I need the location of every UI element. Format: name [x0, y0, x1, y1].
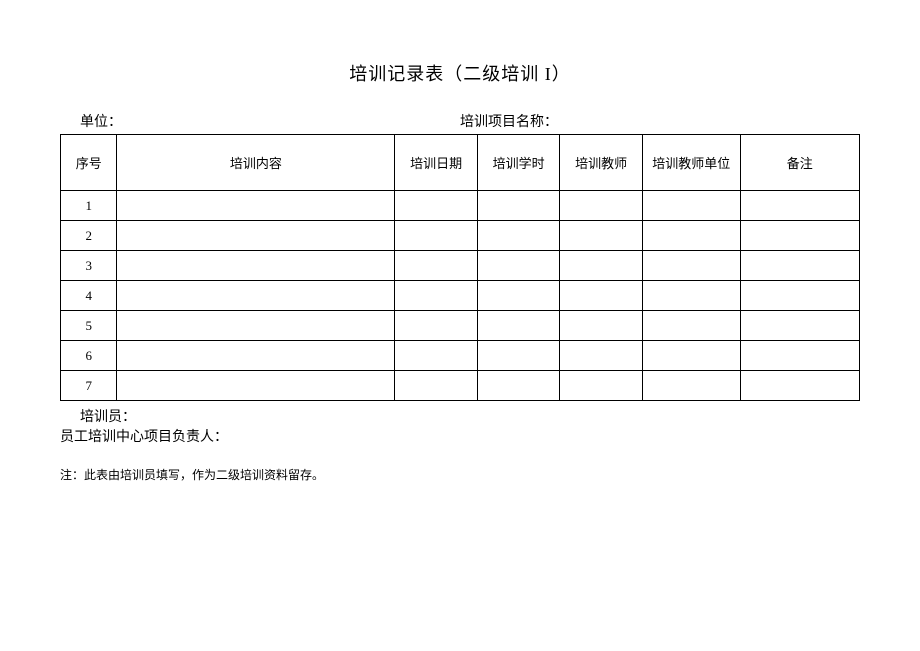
cell-date	[395, 311, 478, 341]
table-row: 3	[61, 251, 860, 281]
cell-teacher	[560, 371, 643, 401]
cell-teacher	[560, 221, 643, 251]
cell-unit	[642, 281, 740, 311]
cell-hours	[477, 281, 560, 311]
col-header-unit: 培训教师单位	[642, 135, 740, 191]
table-row: 1	[61, 191, 860, 221]
cell-hours	[477, 191, 560, 221]
header-row: 单位： 培训项目名称：	[60, 111, 860, 131]
cell-teacher	[560, 341, 643, 371]
col-header-seq: 序号	[61, 135, 117, 191]
cell-remark	[740, 251, 859, 281]
cell-date	[395, 281, 478, 311]
note-text: 注：此表由培训员填写，作为二级培训资料留存。	[60, 466, 860, 483]
cell-date	[395, 341, 478, 371]
cell-unit	[642, 311, 740, 341]
cell-remark	[740, 311, 859, 341]
cell-seq: 4	[61, 281, 117, 311]
col-header-date: 培训日期	[395, 135, 478, 191]
cell-content	[117, 251, 395, 281]
cell-hours	[477, 311, 560, 341]
col-header-content: 培训内容	[117, 135, 395, 191]
table-row: 4	[61, 281, 860, 311]
table-row: 5	[61, 311, 860, 341]
cell-teacher	[560, 281, 643, 311]
cell-remark	[740, 221, 859, 251]
cell-unit	[642, 341, 740, 371]
col-header-remark: 备注	[740, 135, 859, 191]
cell-remark	[740, 191, 859, 221]
table-row: 2	[61, 221, 860, 251]
cell-unit	[642, 221, 740, 251]
cell-date	[395, 191, 478, 221]
cell-unit	[642, 251, 740, 281]
cell-content	[117, 311, 395, 341]
cell-seq: 7	[61, 371, 117, 401]
cell-remark	[740, 281, 859, 311]
trainer-label: 培训员：	[60, 406, 860, 426]
cell-remark	[740, 341, 859, 371]
cell-seq: 6	[61, 341, 117, 371]
footer: 培训员： 员工培训中心项目负责人：	[60, 406, 860, 446]
cell-teacher	[560, 191, 643, 221]
cell-seq: 5	[61, 311, 117, 341]
cell-content	[117, 371, 395, 401]
project-label: 培训项目名称：	[460, 111, 860, 131]
cell-hours	[477, 341, 560, 371]
cell-unit	[642, 371, 740, 401]
cell-remark	[740, 371, 859, 401]
cell-seq: 3	[61, 251, 117, 281]
cell-seq: 2	[61, 221, 117, 251]
cell-seq: 1	[61, 191, 117, 221]
table-row: 6	[61, 341, 860, 371]
cell-date	[395, 371, 478, 401]
cell-hours	[477, 251, 560, 281]
cell-teacher	[560, 251, 643, 281]
unit-label: 单位：	[80, 111, 460, 131]
col-header-teacher: 培训教师	[560, 135, 643, 191]
table-row: 7	[61, 371, 860, 401]
cell-content	[117, 191, 395, 221]
cell-date	[395, 251, 478, 281]
page-title: 培训记录表（二级培训 I）	[60, 60, 860, 86]
cell-teacher	[560, 311, 643, 341]
cell-content	[117, 281, 395, 311]
cell-content	[117, 221, 395, 251]
cell-hours	[477, 371, 560, 401]
cell-date	[395, 221, 478, 251]
cell-unit	[642, 191, 740, 221]
training-table: 序号 培训内容 培训日期 培训学时 培训教师 培训教师单位 备注 1234567	[60, 134, 860, 401]
col-header-hours: 培训学时	[477, 135, 560, 191]
manager-label: 员工培训中心项目负责人：	[60, 426, 860, 446]
table-header-row: 序号 培训内容 培训日期 培训学时 培训教师 培训教师单位 备注	[61, 135, 860, 191]
cell-content	[117, 341, 395, 371]
cell-hours	[477, 221, 560, 251]
